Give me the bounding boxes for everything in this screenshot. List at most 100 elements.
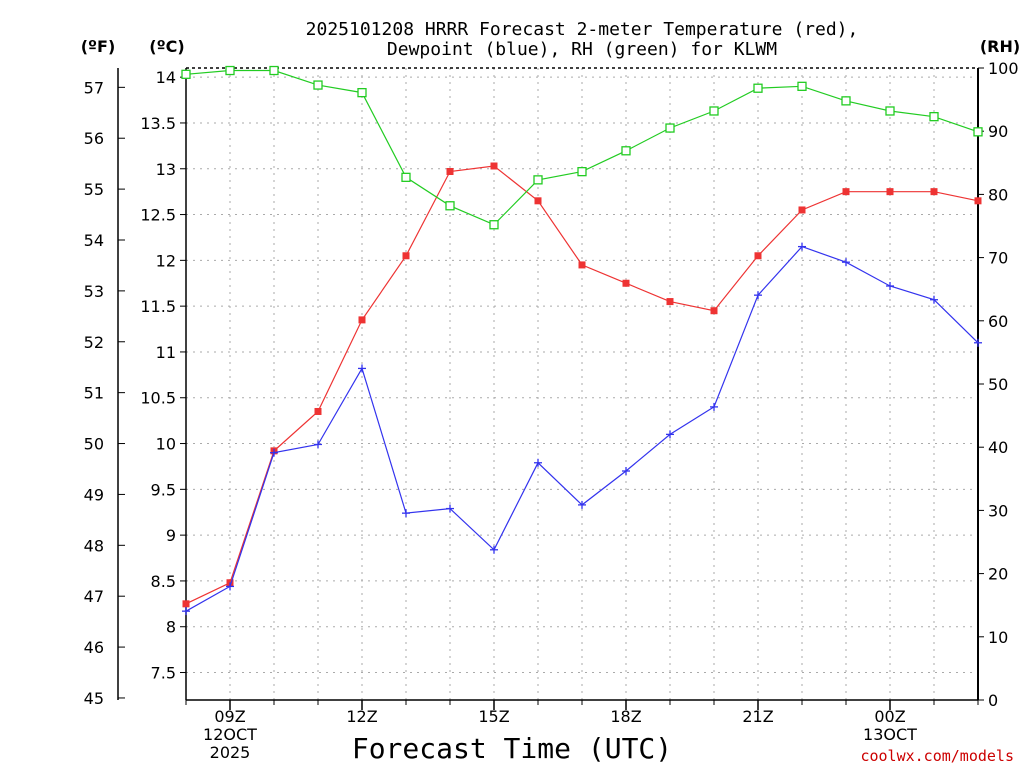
dewpoint-point xyxy=(314,440,322,449)
dewpoint-point xyxy=(402,509,410,518)
temperature-point xyxy=(490,162,498,170)
rh-point xyxy=(225,65,235,76)
rh-tick-label: 90 xyxy=(988,122,1008,141)
celsius-tick-label: 9 xyxy=(166,526,176,545)
celsius-tick-label: 12.5 xyxy=(140,206,176,225)
dewpoint-point xyxy=(358,364,366,373)
dewpoint-point xyxy=(622,467,630,476)
dewpoint-point xyxy=(446,504,454,513)
fahrenheit-tick-label: 54 xyxy=(84,231,104,250)
dewpoint-point xyxy=(798,242,806,251)
rh-point xyxy=(181,69,191,79)
data-series xyxy=(181,65,983,616)
dewpoint-point xyxy=(754,291,762,300)
celsius-tick-label: 13.5 xyxy=(140,114,176,133)
dewpoint-point xyxy=(930,295,938,304)
rh-point xyxy=(621,146,631,156)
celsius-tick-label: 12 xyxy=(156,251,176,270)
x-tick-label: 09Z xyxy=(214,707,245,726)
fahrenheit-tick-label: 50 xyxy=(84,435,104,454)
fahrenheit-tick-label: 45 xyxy=(84,689,104,708)
temperature-point xyxy=(534,197,542,205)
fahrenheit-tick-label: 53 xyxy=(84,282,104,301)
fahrenheit-tick-label: 57 xyxy=(84,78,104,97)
temperature-point xyxy=(666,298,674,306)
celsius-tick-label: 10.5 xyxy=(140,389,176,408)
fahrenheit-tick-label: 47 xyxy=(84,587,104,606)
rh-point xyxy=(577,166,587,177)
rh-tick-label: 0 xyxy=(988,691,998,710)
x-tick-label: 18Z xyxy=(610,707,641,726)
dewpoint-line xyxy=(185,245,979,612)
celsius-tick-label: 14 xyxy=(156,68,176,87)
celsius-tick-label: 9.5 xyxy=(151,480,176,499)
rh-point xyxy=(885,106,895,116)
temperature-point xyxy=(358,316,366,324)
temperature-point xyxy=(182,600,190,608)
celsius-unit-label: (ºC) xyxy=(149,37,184,56)
x-tick-label: 21Z xyxy=(742,707,773,726)
fahrenheit-tick-label: 56 xyxy=(84,129,104,148)
rh-tick-label: 40 xyxy=(988,438,1008,457)
temperature-point xyxy=(974,197,982,205)
temperature-point xyxy=(798,206,806,214)
rh-unit-label: (RH) xyxy=(980,37,1020,56)
fahrenheit-tick-label: 55 xyxy=(84,180,104,199)
fahrenheit-tick-label: 49 xyxy=(84,485,104,504)
rh-point xyxy=(841,96,851,106)
x-axis-label: Forecast Time (UTC) xyxy=(352,732,672,765)
dewpoint-point xyxy=(578,500,586,509)
x-tick-label: 13OCT xyxy=(863,725,917,744)
fahrenheit-unit-label: (ºF) xyxy=(81,37,116,56)
rh-tick-label: 70 xyxy=(988,249,1008,268)
dewpoint-point xyxy=(270,448,278,457)
rh-point xyxy=(269,65,279,76)
rh-point xyxy=(401,172,411,182)
axes xyxy=(117,67,984,710)
grid-lines xyxy=(185,68,979,700)
temperature-point xyxy=(842,188,850,196)
rh-point xyxy=(753,83,763,93)
rh-point xyxy=(929,112,939,122)
dewpoint-point xyxy=(974,338,982,347)
x-tick-label: 12Z xyxy=(346,707,377,726)
celsius-tick-label: 11.5 xyxy=(140,297,176,316)
celsius-tick-label: 11 xyxy=(156,343,176,362)
rh-point xyxy=(313,80,323,90)
rh-point xyxy=(797,81,807,91)
fahrenheit-tick-label: 48 xyxy=(84,536,104,555)
rh-point xyxy=(489,220,499,230)
fahrenheit-tick-label: 46 xyxy=(84,638,104,657)
rh-tick-label: 50 xyxy=(988,375,1008,394)
temperature-point xyxy=(402,252,410,260)
rh-point xyxy=(665,123,675,133)
dewpoint-point xyxy=(710,402,718,411)
dewpoint-point xyxy=(226,582,234,591)
x-tick-label: 15Z xyxy=(478,707,509,726)
temperature-point xyxy=(710,307,718,315)
chart-title-line-2: Dewpoint (blue), RH (green) for KLWM xyxy=(387,39,777,60)
rh-tick-label: 100 xyxy=(988,59,1019,78)
temperature-point xyxy=(622,279,630,287)
dewpoint-point xyxy=(534,458,542,467)
rh-point xyxy=(973,127,983,137)
rh-tick-label: 30 xyxy=(988,501,1008,520)
celsius-tick-label: 8.5 xyxy=(151,572,176,591)
dewpoint-point xyxy=(182,607,190,616)
fahrenheit-tick-label: 52 xyxy=(84,333,104,352)
credit-label: coolwx.com/models xyxy=(860,747,1014,765)
x-tick-label: 2025 xyxy=(210,743,251,762)
rh-point xyxy=(709,106,719,116)
rh-tick-label: 60 xyxy=(988,312,1008,331)
dewpoint-point xyxy=(490,545,498,554)
temperature-point xyxy=(314,407,322,415)
rh-point xyxy=(357,87,367,98)
celsius-tick-label: 13 xyxy=(156,160,176,179)
dewpoint-point xyxy=(842,258,850,267)
fahrenheit-tick-label: 51 xyxy=(84,384,104,403)
temperature-point xyxy=(578,261,586,269)
rh-point xyxy=(533,175,543,185)
temperature-point xyxy=(446,168,454,176)
celsius-tick-label: 10 xyxy=(156,435,176,454)
